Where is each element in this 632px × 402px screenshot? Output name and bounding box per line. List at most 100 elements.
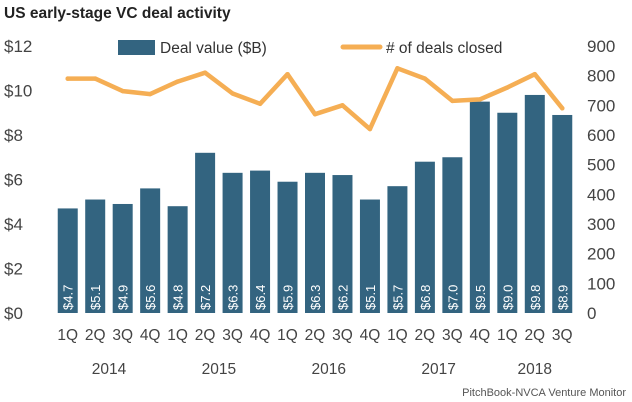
deal-value-bar [222, 172, 243, 313]
deal-value-bars [57, 94, 573, 313]
quarter-label: 1Q [497, 327, 518, 344]
deal-value-label: $6.2 [335, 285, 350, 310]
deal-value-label: $9.0 [500, 285, 515, 310]
deals-closed-point [395, 66, 400, 71]
deals-closed-point [560, 106, 565, 111]
right-tick-label: 300 [587, 215, 615, 234]
deal-value-bar [85, 199, 106, 313]
deal-value-bar [469, 101, 490, 313]
right-tick-label: 600 [587, 126, 615, 145]
quarter-label: 3Q [222, 327, 243, 344]
deal-value-bar [112, 203, 133, 313]
left-tick-label: $2 [4, 260, 23, 279]
year-label: 2015 [202, 361, 236, 378]
quarter-label: 4Q [250, 327, 271, 344]
deals-closed-point [450, 98, 455, 104]
left-tick-label: $12 [4, 37, 32, 56]
year-labels: 2014 2015 2016 2017 2018 [92, 361, 552, 378]
deal-value-labels: $4.7 $5.1 $4.9 $5.6 $4.8 $7.2 $6.3 $6.4 $5.9 $6.3… [61, 285, 571, 310]
legend: Deal value ($B) # of deals closed [118, 40, 502, 57]
deals-closed-line-layer [65, 66, 565, 132]
deal-value-label: $4.8 [171, 285, 186, 310]
legend-swatch-deal-value [118, 40, 155, 55]
deal-value-label: $6.8 [418, 285, 433, 310]
deal-value-bar [552, 114, 573, 313]
quarter-label: 3Q [332, 327, 353, 344]
deals-closed-point [285, 71, 290, 77]
right-axis-ticks: 0 100 200 300 400 500 600 700 800 900 [587, 37, 615, 323]
quarter-label: 2Q [305, 327, 326, 344]
deal-value-bar [497, 112, 518, 313]
quarter-label: 1Q [277, 327, 298, 344]
year-label: 2017 [421, 361, 455, 378]
quarter-label: 3Q [442, 327, 463, 344]
deals-closed-point [367, 126, 373, 132]
deal-value-bar [387, 186, 408, 313]
right-tick-label: 700 [587, 96, 615, 115]
deal-value-bar [250, 170, 271, 313]
quarter-label: 2Q [524, 327, 545, 344]
legend-label-deal-value: Deal value ($B) [160, 40, 267, 57]
deal-value-bar [277, 181, 298, 313]
quarter-label: 4Q [469, 327, 490, 344]
deals-closed-point [93, 76, 98, 81]
quarter-label: 2Q [195, 327, 216, 344]
deal-value-bar [524, 94, 545, 313]
deal-value-label: $6.3 [308, 285, 323, 310]
right-tick-label: 200 [587, 245, 615, 264]
deal-value-label: $5.7 [390, 285, 405, 310]
deals-closed-point [147, 91, 153, 97]
year-label: 2016 [311, 361, 345, 378]
deal-value-label: $6.4 [253, 285, 268, 310]
left-axis-ticks: $0 $2 $4 $6 $8 $10 $12 [4, 37, 32, 323]
left-tick-label: $0 [4, 304, 23, 323]
deal-value-bar [442, 157, 463, 313]
deal-value-label: $5.9 [281, 285, 296, 310]
right-tick-label: 900 [587, 37, 615, 56]
left-tick-label: $8 [4, 126, 23, 145]
deal-value-bar [359, 199, 380, 313]
deal-value-bar [332, 175, 353, 313]
quarter-labels: 1Q 2Q 3Q 4Q 1Q 2Q 3Q 4Q 1Q 2Q 3Q 4Q 1Q 2Q 3Q 4Q 1Q 2Q 3Q [57, 327, 572, 344]
deals-closed-point [65, 76, 70, 81]
quarter-label: 3Q [112, 327, 133, 344]
deal-value-label: $5.6 [143, 285, 158, 310]
right-tick-label: 400 [587, 185, 615, 204]
deal-value-label: $7.0 [445, 285, 460, 310]
right-tick-label: 800 [587, 67, 615, 86]
deals-closed-point [230, 91, 235, 96]
left-tick-label: $6 [4, 171, 23, 190]
deals-closed-point [422, 76, 428, 81]
legend-label-deals-closed: # of deals closed [386, 40, 502, 57]
right-tick-label: 500 [587, 156, 615, 175]
deal-value-label: $9.8 [528, 285, 543, 310]
deals-closed-point [202, 70, 208, 75]
quarter-label: 3Q [552, 327, 573, 344]
quarter-label: 1Q [167, 327, 188, 344]
quarter-label: 4Q [140, 327, 161, 344]
deals-closed-point [477, 97, 483, 102]
deals-closed-point [505, 85, 510, 90]
left-tick-label: $4 [4, 215, 23, 234]
deals-closed-point [120, 88, 125, 94]
quarter-label: 1Q [387, 327, 408, 344]
deals-closed-point [257, 101, 263, 107]
right-tick-label: 100 [587, 274, 615, 293]
source-credit: PitchBook-NVCA Venture Monitor [462, 387, 626, 399]
quarter-label: 2Q [85, 327, 106, 344]
chart-title: US early-stage VC deal activity [4, 5, 231, 22]
left-tick-label: $10 [4, 82, 32, 101]
deal-value-bar [414, 161, 435, 313]
deal-value-label: $9.5 [473, 285, 488, 310]
deal-value-bar [57, 208, 78, 313]
deal-value-label: $7.2 [198, 285, 213, 310]
deal-value-bar [305, 172, 325, 313]
year-label: 2018 [518, 361, 552, 378]
deal-value-bar [140, 188, 161, 313]
deals-closed-point [312, 112, 318, 117]
deals-closed-point [175, 79, 180, 84]
deal-value-label: $8.9 [555, 285, 570, 310]
deal-value-label: $6.3 [226, 285, 241, 310]
right-tick-label: 0 [587, 304, 596, 323]
